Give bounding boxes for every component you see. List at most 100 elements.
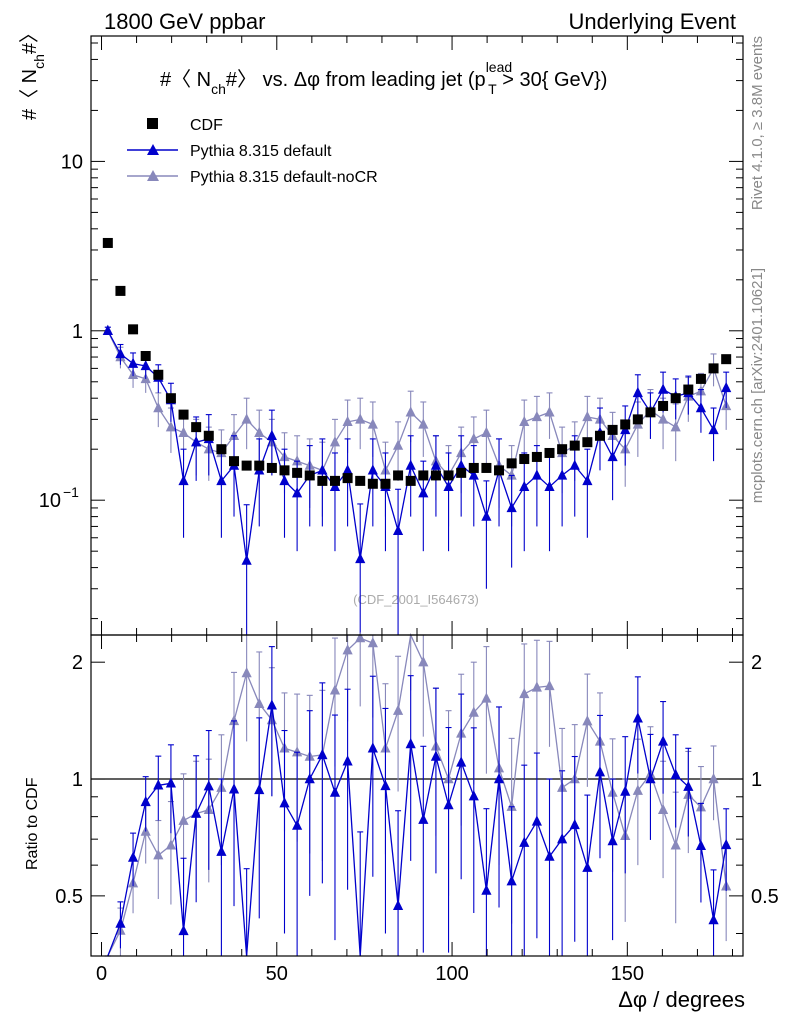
point-nocr: [165, 421, 177, 432]
point-cdf: [292, 467, 303, 478]
point-cdf: [594, 430, 605, 441]
ratio-point-default: [430, 750, 442, 761]
ratio-ylabel: Ratio to CDF: [24, 777, 41, 870]
point-cdf: [468, 462, 479, 473]
ratio-point-default: [367, 742, 378, 753]
point-default: [418, 487, 429, 498]
ratio-point-nocr: [241, 667, 252, 678]
ratio-point-default: [632, 712, 643, 723]
point-default: [506, 501, 517, 513]
ylabel-part-2: ch: [31, 54, 47, 69]
point-default: [708, 423, 719, 435]
point-default: [127, 357, 139, 368]
ratio-point-default: [203, 780, 214, 791]
point-cdf: [229, 456, 240, 467]
ratio-line-nocr: [107, 632, 727, 957]
point-cdf: [557, 444, 568, 455]
point-default: [216, 474, 227, 486]
point-default: [607, 450, 618, 462]
point-cdf: [645, 407, 656, 418]
x-tick-label: 100: [435, 963, 468, 985]
point-default: [292, 487, 303, 498]
y-tick-label-main: 1: [72, 321, 83, 343]
ratio-point-default: [481, 884, 492, 895]
ratio-point-default: [254, 783, 265, 795]
ratio-point-default: [721, 838, 732, 850]
point-cdf: [241, 460, 252, 471]
ratio-point-default: [405, 738, 416, 749]
point-nocr: [506, 469, 517, 480]
point-default: [443, 480, 454, 491]
ratio-point-default: [531, 815, 542, 826]
ratio-point-nocr: [708, 773, 719, 784]
point-default: [519, 480, 530, 491]
ratio-point-default: [418, 813, 429, 824]
main-title: #〈 Nch#〉 vs. Δφ from leading jet (plead T…: [160, 59, 607, 97]
point-cdf: [128, 324, 139, 335]
ratio-point-default: [140, 795, 151, 807]
ratio-point-nocr: [254, 697, 265, 708]
point-nocr: [405, 406, 416, 417]
point-nocr: [153, 402, 164, 413]
point-cdf: [683, 384, 694, 395]
ratio-point-default: [153, 779, 164, 790]
title-part-5: T: [488, 81, 497, 97]
point-default: [695, 402, 707, 413]
ratio-point-default: [695, 839, 707, 850]
ratio-point-default: [191, 807, 202, 818]
point-default: [102, 324, 113, 335]
point-cdf: [191, 422, 202, 433]
ratio-point-default: [443, 799, 454, 810]
y-tick-label-ratio: 1: [72, 769, 83, 791]
ratio-point-default: [392, 899, 404, 910]
point-cdf: [165, 393, 176, 404]
ratio-point-nocr: [367, 637, 378, 648]
point-default: [367, 464, 378, 475]
ratio-point-default: [317, 748, 328, 760]
point-default: [481, 510, 492, 521]
ratio-point-default: [456, 756, 467, 767]
ylabel-part-3: #〉: [19, 23, 41, 54]
point-default: [342, 464, 353, 475]
main-ylabel: #〈 Nch#〉: [19, 23, 47, 120]
x-tick-label: 50: [266, 963, 288, 985]
point-cdf: [721, 354, 732, 365]
ratio-point-default: [670, 768, 681, 780]
point-nocr: [657, 413, 669, 424]
ratio-point-default: [557, 833, 568, 844]
ratio-point-default: [216, 845, 227, 856]
y-tick-label-ratio-right: 0.5: [751, 886, 779, 908]
point-default: [115, 347, 126, 359]
ratio-point-default: [594, 766, 606, 777]
ratio-point-nocr: [355, 632, 366, 643]
y-tick-label-ratio-right: 2: [751, 652, 762, 674]
point-default: [191, 436, 202, 447]
point-nocr: [241, 413, 252, 424]
point-nocr: [670, 421, 681, 432]
point-cdf: [342, 473, 353, 484]
ratio-point-default: [178, 924, 189, 936]
ratio-point-default: [304, 773, 315, 784]
point-default: [405, 459, 416, 470]
point-nocr: [178, 426, 189, 437]
main-frame: [90, 35, 744, 636]
legend-marker-nocr: [147, 170, 159, 181]
ratio-point-default: [127, 851, 139, 862]
point-default: [241, 554, 252, 565]
ratio-point-nocr: [582, 715, 593, 726]
title-part-4: lead: [486, 59, 512, 75]
main-data-layer: [102, 237, 732, 635]
point-cdf: [304, 470, 315, 481]
point-nocr: [355, 413, 366, 424]
ratio-point-default: [708, 913, 719, 925]
point-cdf: [266, 462, 277, 473]
ratio-point-default: [380, 779, 391, 791]
y-tick-label-exponent: −1: [63, 484, 79, 500]
point-cdf: [367, 478, 378, 489]
point-cdf: [405, 475, 416, 486]
ratio-point-nocr: [228, 714, 240, 726]
ratio-point-nocr: [468, 706, 479, 717]
point-cdf: [355, 475, 366, 486]
ratio-point-default: [279, 797, 290, 808]
y-tick-label-main: 10: [39, 490, 61, 512]
